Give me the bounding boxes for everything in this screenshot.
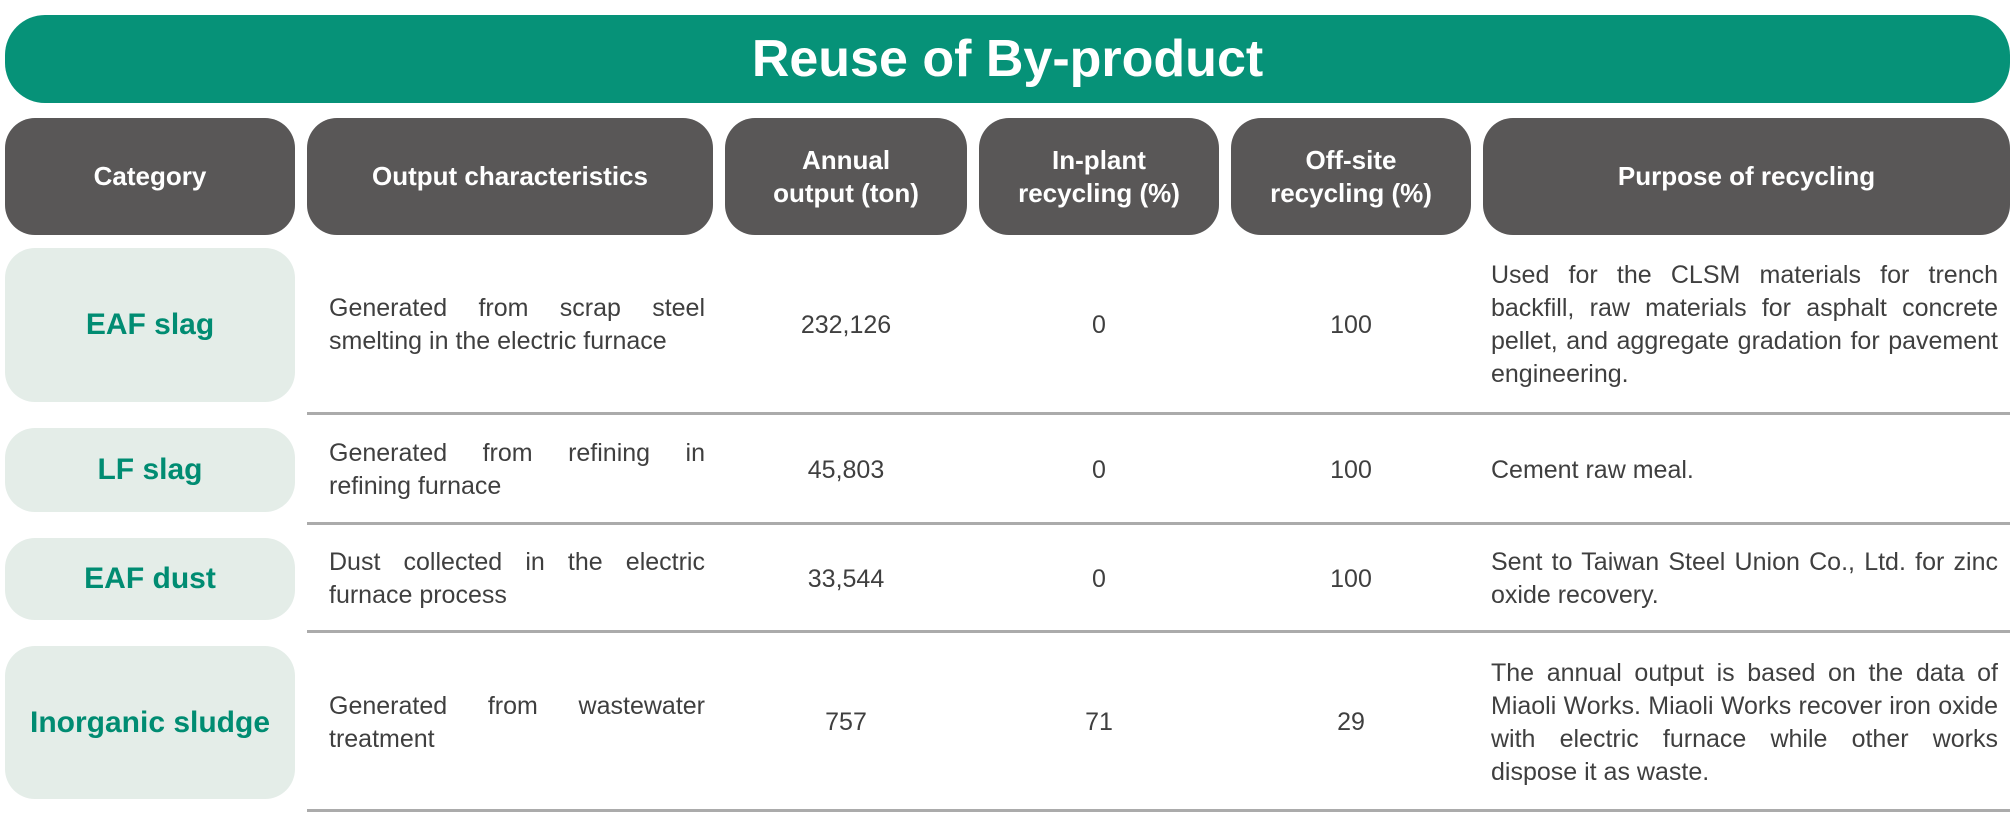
table-header-row: Category Output characteristics Annual o… — [5, 118, 2010, 235]
category-badge: EAF slag — [5, 248, 295, 402]
category-badge: LF slag — [5, 428, 295, 512]
cell-annual-output: 232,126 — [800, 310, 892, 339]
cell-in-plant-recycling: 0 — [1092, 310, 1106, 339]
cell-in-plant-recycling: 0 — [1092, 455, 1106, 484]
column-header-output-characteristics: Output characteristics — [307, 118, 713, 235]
cell-output-characteristics: Dust collected in the electric furnace p… — [329, 548, 705, 609]
table-row-lf-slag: LF slag Generated from refining in refin… — [5, 415, 2010, 525]
table-row-eaf-dust: EAF dust Dust collected in the electric … — [5, 525, 2010, 633]
cell-annual-output: 33,544 — [807, 564, 885, 593]
cell-purpose: Cement raw meal. — [1491, 455, 1694, 484]
page-title: Reuse of By-product — [751, 30, 1264, 88]
cell-purpose: Sent to Taiwan Steel Union Co., Ltd. for… — [1491, 548, 1998, 609]
cell-output-characteristics: Generated from wastewater treatment — [329, 691, 705, 753]
table-row-eaf-slag: EAF slag Generated from scrap steel smel… — [5, 235, 2010, 415]
cell-off-site-recycling: 29 — [1337, 708, 1365, 736]
column-header-annual-output: Annual output (ton) — [725, 118, 967, 235]
cell-output-characteristics: Generated from scrap steel smelting in t… — [329, 294, 705, 355]
cell-off-site-recycling: 100 — [1330, 564, 1372, 593]
category-badge: EAF dust — [5, 538, 295, 620]
cell-in-plant-recycling: 0 — [1092, 564, 1106, 593]
cell-purpose: The annual output is based on the data o… — [1491, 658, 1998, 786]
cell-off-site-recycling: 100 — [1330, 455, 1372, 484]
cell-purpose: Used for the CLSM materials for trench b… — [1491, 261, 1998, 388]
column-header-off-site-recycling: Off-site recycling (%) — [1231, 118, 1471, 235]
cell-off-site-recycling: 100 — [1330, 310, 1372, 339]
cell-annual-output: 45,803 — [807, 455, 885, 484]
column-header-in-plant-recycling: In-plant recycling (%) — [979, 118, 1219, 235]
column-header-purpose: Purpose of recycling — [1483, 118, 2010, 235]
cell-annual-output: 757 — [825, 708, 867, 736]
column-header-category: Category — [5, 118, 295, 235]
cell-in-plant-recycling: 71 — [1085, 708, 1113, 736]
title-bar: Reuse of By-product — [5, 15, 2010, 103]
table-row-inorganic-sludge: Inorganic sludge Generated from wastewat… — [5, 633, 2010, 812]
cell-output-characteristics: Generated from refining in refining furn… — [329, 439, 705, 500]
category-badge: Inorganic sludge — [5, 646, 295, 799]
